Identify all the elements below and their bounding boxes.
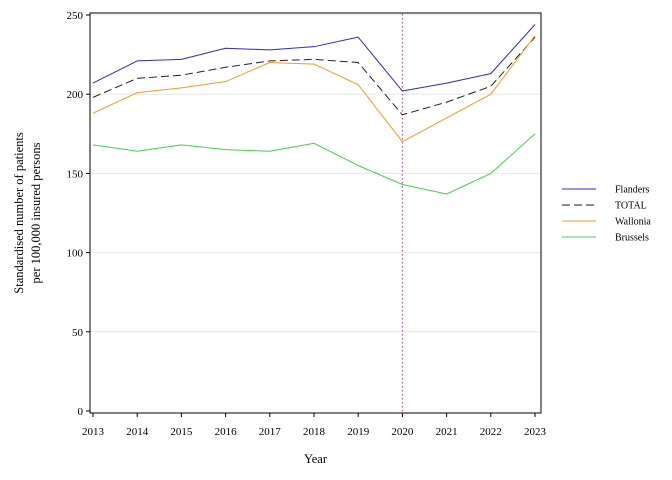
legend-label-wallonia: Wallonia [615, 217, 651, 228]
series-line-brussels [92, 133, 536, 195]
legend-label-total: TOTAL [615, 201, 647, 212]
x-tick-label: 2023 [524, 426, 547, 438]
y-tick-label: 150 [67, 168, 84, 180]
y-tick-label: 200 [67, 89, 84, 101]
x-tick-label: 2022 [480, 426, 502, 438]
y-axis-title-line-2: per 100,000 insured persons [29, 142, 43, 283]
y-tick-label: 50 [72, 327, 84, 339]
y-tick-label: 100 [67, 248, 84, 260]
series-line-flanders [92, 24, 536, 92]
x-tick-label: 2020 [391, 426, 414, 438]
y-tick-label: 250 [67, 10, 84, 22]
x-axis-title: Year [304, 452, 328, 466]
x-tick-label: 2013 [82, 426, 105, 438]
legend-label-brussels: Brussels [615, 233, 649, 244]
plot-frame [89, 12, 542, 414]
y-axis: 0 50 100 150 200 250 [67, 10, 90, 418]
legend-label-flanders: Flanders [615, 185, 650, 196]
x-tick-label: 2019 [347, 426, 370, 438]
x-tick-label: 2016 [215, 426, 238, 438]
x-tick-label: 2015 [170, 426, 193, 438]
series-layer [92, 24, 536, 195]
y-axis-title: Standardised number of patients per 100,… [12, 132, 43, 294]
y-tick-label: 0 [78, 406, 84, 418]
x-tick-label: 2021 [436, 426, 458, 438]
series-line-total [92, 36, 536, 116]
x-axis: 2013 2014 2015 2016 2017 2018 2019 2020 2021 2022… [82, 413, 547, 438]
legend: Flanders TOTAL Wallonia Brussels [562, 185, 651, 244]
series-line-wallonia [92, 35, 536, 143]
x-tick-label: 2017 [259, 426, 282, 438]
grid [90, 14, 541, 333]
x-tick-label: 2014 [126, 426, 149, 438]
y-axis-title-line-1: Standardised number of patients [12, 132, 26, 294]
x-tick-label: 2018 [303, 426, 326, 438]
